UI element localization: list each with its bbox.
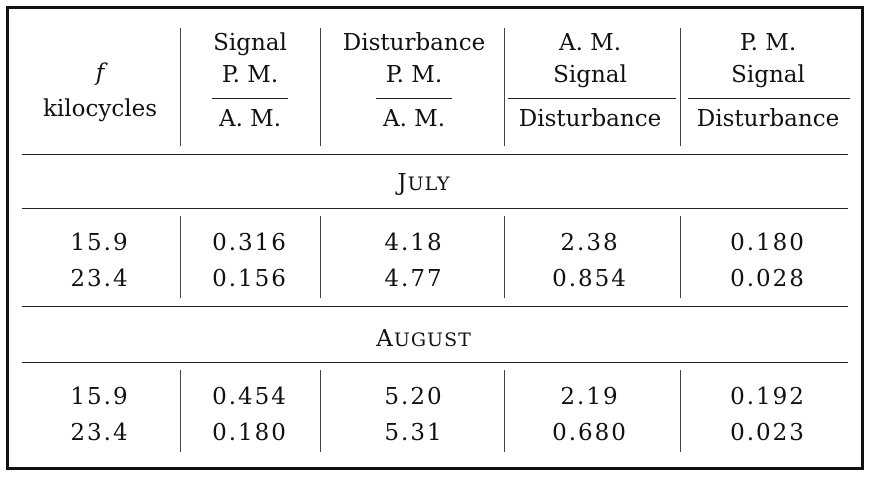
august-row2-c1: 0.180 [212,420,288,446]
july-bottom-rule [22,306,848,307]
section-title-august-cap: A [376,326,394,352]
july-divider-4 [680,216,681,298]
august-divider-3 [504,370,505,452]
august-row2-f: 23.4 [70,420,130,446]
august-divider-4 [680,370,681,452]
august-row1-f: 15.9 [70,384,130,410]
col4-num2: Signal [731,62,805,88]
header-divider-1 [180,28,181,146]
header-divider-2 [320,28,321,146]
col2-fraction-bar [376,98,452,99]
august-row2-c2: 5.31 [384,420,444,446]
july-row1-c1: 0.316 [212,230,288,256]
section-title-august: AUGUST [376,326,472,352]
august-rule [22,362,848,363]
july-row1-f: 15.9 [70,230,130,256]
august-row2-c4: 0.023 [730,420,806,446]
col1-top: Signal [213,30,287,56]
col4-fraction-bar [688,98,850,99]
header-divider-4 [680,28,681,146]
section-title-july-rest: ULY [407,173,451,195]
august-row1-c3: 2.19 [560,384,620,410]
f-unit: kilocycles [42,96,158,122]
col2-den: A. M. [382,106,446,132]
header-rule [22,154,848,155]
col3-den: Disturbance [518,106,662,132]
col4-den: Disturbance [696,106,840,132]
section-title-july-cap: J [397,170,408,196]
july-row2-c3: 0.854 [552,266,628,292]
august-row2-c3: 0.680 [552,420,628,446]
july-rule [22,208,848,209]
col3-fraction-bar [508,98,676,99]
july-divider-3 [504,216,505,298]
col2-top: Disturbance [342,30,486,56]
col3-num1: A. M. [558,30,622,56]
header-divider-3 [504,28,505,146]
july-divider-1 [180,216,181,298]
july-row1-c3: 2.38 [560,230,620,256]
f-symbol: f [95,60,105,86]
august-row1-c1: 0.454 [212,384,288,410]
col1-fraction-bar [212,98,288,99]
august-row1-c2: 5.20 [384,384,444,410]
august-row1-c4: 0.192 [730,384,806,410]
section-title-july: JULY [397,170,450,196]
col4-num1: P. M. [739,30,797,56]
july-row1-c4: 0.180 [730,230,806,256]
july-row2-f: 23.4 [70,266,130,292]
july-row2-c4: 0.028 [730,266,806,292]
col3-num2: Signal [553,62,627,88]
august-divider-1 [180,370,181,452]
july-row1-c2: 4.18 [384,230,444,256]
table-frame [6,6,864,470]
col1-den: A. M. [218,106,282,132]
august-divider-2 [320,370,321,452]
july-divider-2 [320,216,321,298]
col2-num: P. M. [385,62,443,88]
section-title-august-rest: UGUST [393,329,472,351]
col1-num: P. M. [221,62,279,88]
july-row2-c1: 0.156 [212,266,288,292]
july-row2-c2: 4.77 [384,266,444,292]
